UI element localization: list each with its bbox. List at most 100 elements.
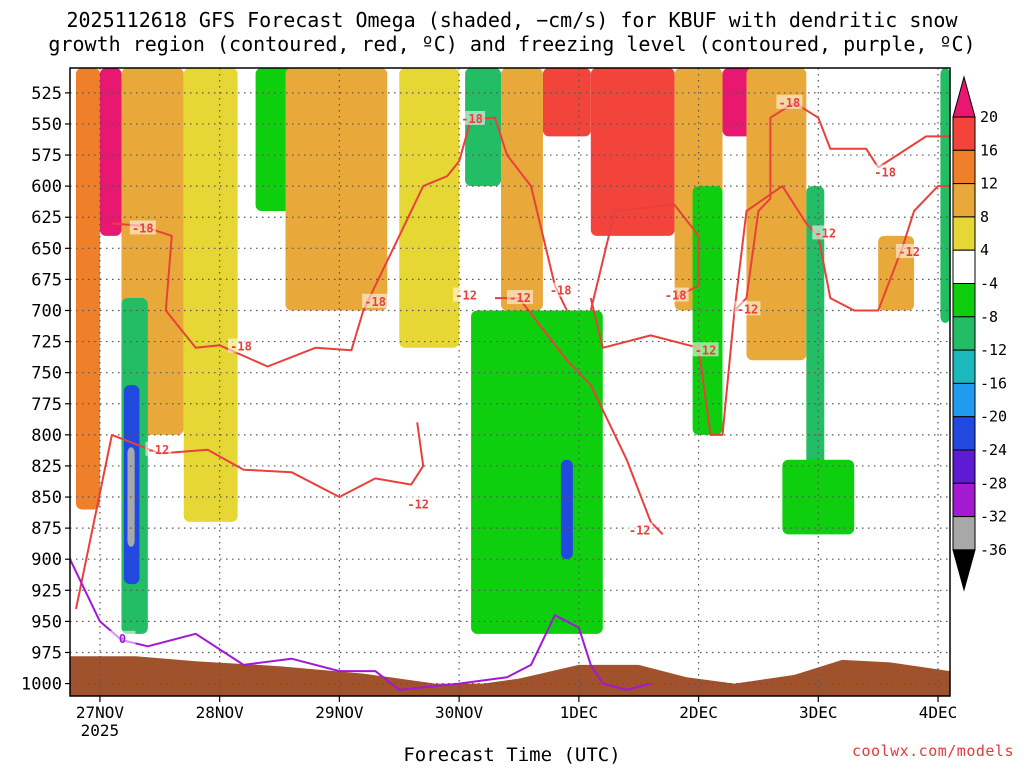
y-tick-label-550: 550 bbox=[31, 115, 62, 135]
colorbar-top-arrow bbox=[952, 75, 976, 118]
y-tick-label-800: 800 bbox=[31, 426, 62, 446]
y-tick-label-850: 850 bbox=[31, 488, 62, 508]
contour-label-0-9: -12 bbox=[407, 497, 429, 511]
omega-region-9 bbox=[285, 68, 388, 311]
colorbar-swatch-6 bbox=[952, 283, 976, 318]
contour-label-bg-0-13 bbox=[692, 342, 719, 357]
terrain-area bbox=[70, 656, 950, 696]
y-tick-label-950: 950 bbox=[31, 612, 62, 632]
y-tick-label-650: 650 bbox=[31, 239, 62, 259]
colorbar-label-1: 16 bbox=[980, 141, 998, 159]
colorbar-label-6: -8 bbox=[980, 308, 998, 326]
y-tick-label-900: 900 bbox=[31, 550, 62, 570]
x-axis-label: Forecast Time (UTC) bbox=[403, 744, 621, 766]
contour-label-0-4: -18 bbox=[550, 284, 572, 298]
contour-label-bg-0-2 bbox=[362, 293, 389, 308]
contour-label-bg-0-15 bbox=[812, 225, 839, 240]
colorbar-label-12: -32 bbox=[980, 508, 1007, 526]
omega-region-11 bbox=[465, 68, 502, 187]
contour-label-0-13: -12 bbox=[695, 343, 717, 357]
colorbar: 20 16 12 8 4 -4 -8 -12 -16 -20 -24 -28 -32 -36 bbox=[952, 75, 1007, 592]
omega-region-20 bbox=[746, 68, 807, 361]
contour-label-bg-0-4 bbox=[547, 282, 574, 297]
omega-region-0 bbox=[75, 68, 100, 510]
contour-labels: -18 -18 -18 -18 -18 -18 -18 -18 -12 -12 -12 -12 -12 -… bbox=[109, 94, 923, 646]
omega-region-12 bbox=[501, 68, 543, 311]
contour-label-0-14: -12 bbox=[737, 302, 759, 316]
colorbar-swatch-2 bbox=[952, 149, 976, 185]
colorbar-label-13: -36 bbox=[980, 541, 1007, 559]
contour-label-0-10: -12 bbox=[455, 289, 477, 303]
colorbar-swatch-7 bbox=[952, 316, 976, 351]
dgz-contour-line-1 bbox=[111, 116, 568, 368]
contour-label-bg-0-9 bbox=[405, 496, 432, 511]
colorbar-swatch-1 bbox=[952, 116, 976, 151]
x-tick-label-2: 29NOV bbox=[315, 703, 364, 722]
dgz-contour-line-0 bbox=[75, 422, 425, 610]
omega-region-1 bbox=[99, 68, 122, 236]
credit-link[interactable]: coolwx.com/models bbox=[851, 742, 1014, 760]
dgz-contour-line-6 bbox=[877, 135, 950, 169]
contour-label-bg-1-0 bbox=[109, 630, 136, 645]
colorbar-swatch-11 bbox=[952, 449, 976, 484]
omega-region-21 bbox=[806, 186, 825, 535]
contour-label-0-2: -18 bbox=[364, 295, 386, 309]
y-tick-label-875: 875 bbox=[31, 519, 62, 539]
dgz-contour-line-5 bbox=[733, 185, 950, 312]
colorbar-swatch-9 bbox=[952, 382, 976, 418]
omega-region-13 bbox=[542, 68, 591, 137]
colorbar-label-4: 4 bbox=[980, 241, 989, 259]
x-tick-label-7: 4DEC bbox=[919, 703, 958, 722]
colorbar-label-10: -24 bbox=[980, 441, 1007, 459]
omega-region-16 bbox=[590, 68, 675, 236]
colorbar-swatch-13 bbox=[952, 516, 976, 551]
dgz-contour-line-3 bbox=[589, 203, 700, 311]
contour-label-0-11: -12 bbox=[509, 291, 531, 305]
omega-region-6 bbox=[183, 68, 238, 522]
contour-label-bg-0-1 bbox=[228, 338, 255, 353]
colorbar-bottom-arrow bbox=[952, 549, 976, 592]
contour-label-bg-0-6 bbox=[776, 94, 803, 109]
dgz-contour-line-4 bbox=[589, 101, 880, 436]
chart-title-line-1: 2025112618 GFS Forecast Omega (shaded, −… bbox=[66, 8, 958, 32]
y-tick-label-750: 750 bbox=[31, 364, 62, 384]
contour-label-bg-0-7 bbox=[872, 164, 899, 179]
contour-label-bg-0-5 bbox=[662, 287, 689, 302]
contour-label-0-5: -18 bbox=[665, 289, 687, 303]
y-tick-label-600: 600 bbox=[31, 177, 62, 197]
contour-label-0-1: -18 bbox=[230, 340, 252, 354]
colorbar-swatch-8 bbox=[952, 349, 976, 384]
contour-label-1-0: 0 bbox=[119, 632, 126, 646]
omega-region-10 bbox=[399, 68, 460, 348]
y-tick-label-725: 725 bbox=[31, 333, 62, 353]
omega-shading bbox=[75, 68, 950, 634]
terrain-fill bbox=[70, 656, 950, 696]
y-tick-label-925: 925 bbox=[31, 581, 62, 601]
colorbar-label-3: 8 bbox=[980, 208, 989, 226]
y-tick-label-625: 625 bbox=[31, 208, 62, 228]
omega-region-24 bbox=[940, 68, 950, 323]
contour-label-bg-0-0 bbox=[129, 220, 156, 235]
x-tick-label-0: 27NOV bbox=[76, 703, 125, 722]
contour-label-0-3: -18 bbox=[461, 112, 483, 126]
y-tick-label-1000: 1000 bbox=[21, 675, 62, 695]
grid-lines bbox=[70, 68, 950, 696]
colorbar-label-5: -4 bbox=[980, 275, 998, 293]
contour-label-0-16: -12 bbox=[898, 245, 920, 259]
colorbar-swatch-4 bbox=[952, 216, 976, 251]
colorbar-swatch-5 bbox=[952, 249, 976, 284]
x-tick-label-6: 3DEC bbox=[799, 703, 838, 722]
contour-label-0-0: -18 bbox=[132, 221, 154, 235]
x-tick-label-4: 1DEC bbox=[560, 703, 599, 722]
y-tick-label-575: 575 bbox=[31, 146, 62, 166]
contour-label-bg-0-12 bbox=[626, 522, 653, 537]
y-axis-ticks: 525 550 575 600 625 650 675 700 725 750 775 800 825 8… bbox=[21, 84, 70, 695]
contour-label-bg-0-8 bbox=[145, 441, 172, 456]
chart-title-line-2: growth region (contoured, red, ºC) and f… bbox=[48, 32, 976, 56]
freezing-level-line-7 bbox=[70, 558, 651, 691]
omega-region-23 bbox=[782, 459, 855, 535]
contour-label-bg-0-10 bbox=[453, 287, 480, 302]
colorbar-label-11: -28 bbox=[980, 474, 1007, 492]
colorbar-label-7: -12 bbox=[980, 341, 1007, 359]
